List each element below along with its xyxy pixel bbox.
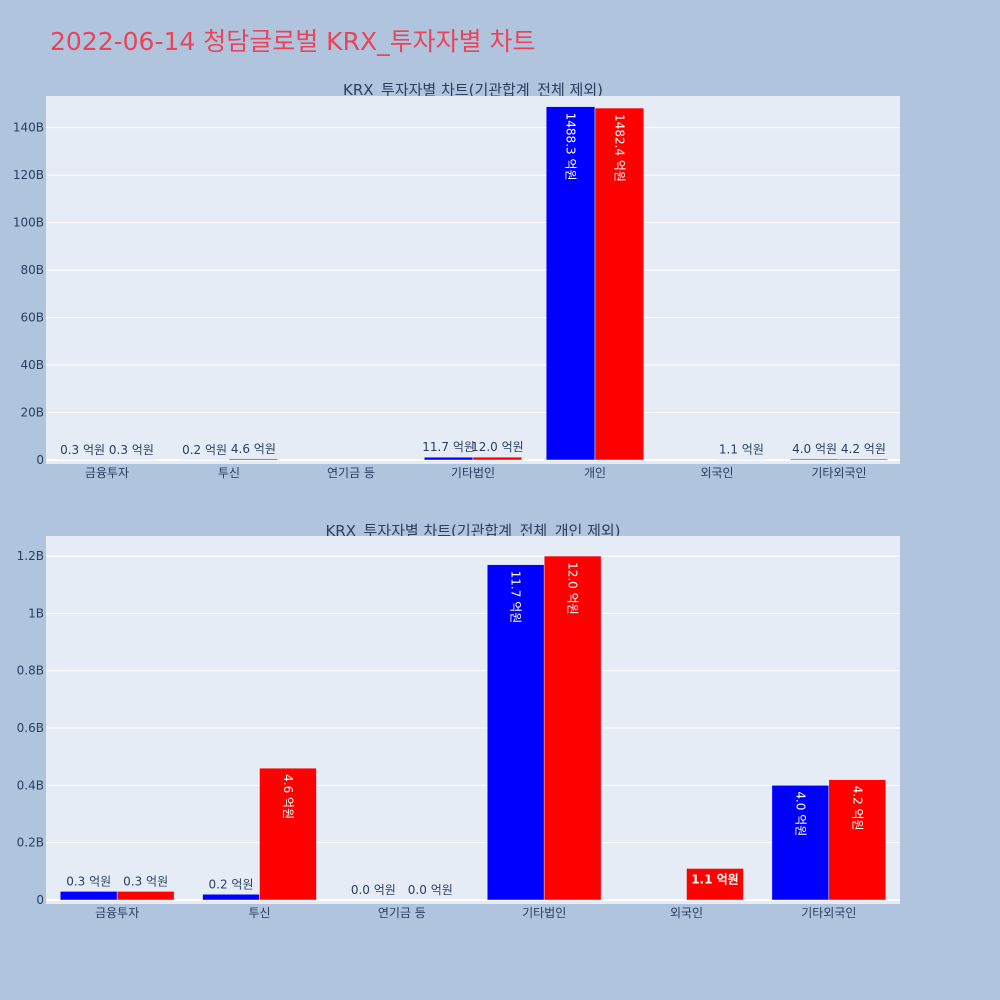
chart-1-bar [472,456,523,461]
chart-1-data-label: 11.7 억원 [422,440,475,454]
chart-1-y-tick-label: 60B [20,311,44,325]
chart-2-data-label: 0.0 억원 [408,883,453,897]
chart-1-x-tick-label: 개인 [584,466,606,480]
chart-2-bar [543,555,602,901]
chart-1-data-label: 1.1 억원 [719,443,764,457]
chart-1-data-label: 1488.3 억원 [564,113,578,181]
chart-1-data-label: 0.3 억원 [109,443,154,457]
chart-2-data-label: 0.3 억원 [66,874,111,888]
chart-2-x-tick-label: 외국인 [670,906,703,920]
chart-2-bar [828,779,887,901]
chart-1-data-label: 12.0 억원 [471,440,524,454]
chart-2-data-label: 4.0 억원 [793,791,807,836]
chart-1-bar [789,458,840,461]
chart-2-data-label: 12.0 억원 [566,562,580,615]
chart-2-y-tick-label: 1B [28,606,44,620]
chart-1-bar [545,106,596,461]
chart-1-title: KRX_투자자별 차트(기관합계_전체 제외) [343,81,603,99]
chart-1-bar [423,456,474,461]
chart-2-x-tick-label: 투신 [248,906,270,920]
chart-1-y-tick-label: 20B [20,406,44,420]
chart-2-data-label: 0.2 억원 [209,877,254,891]
chart-2-bar [771,785,830,901]
chart-2-data-label: 0.3 억원 [123,874,168,888]
chart-1-x-tick-label: 기타법인 [451,466,495,480]
chart-1-bar [228,458,279,461]
chart-2-bar [59,891,118,901]
chart-1-data-label: 4.6 억원 [231,442,276,456]
chart-2-y-tick-label: 0.2B [17,836,44,850]
chart-2-x-tick-label: 기타외국인 [801,906,856,920]
chart-1-y-tick-label: 140B [13,121,44,135]
chart-2-bar [686,868,744,901]
chart-1-y-tick-label: 120B [13,168,44,182]
chart-2-y-tick-label: 0.8B [17,664,44,678]
chart-2-data-label: 11.7 억원 [509,571,523,624]
page-title: 2022-06-14 청담글로벌 KRX_투자자별 차트 [50,27,536,56]
chart-2-x-tick-label: 금융투자 [95,906,139,920]
chart-1-data-label: 1482.4 억원 [612,114,626,182]
chart-2-y-tick-label: 0.6B [17,721,44,735]
chart-1-data-label: 4.2 억원 [841,442,886,456]
chart-1-x-tick-label: 기타외국인 [811,466,866,480]
chart-1-y-tick-label: 40B [20,358,44,372]
chart-1-plot-area [46,96,900,464]
chart-1-bar [594,107,645,461]
chart-1-x-tick-label: 금융투자 [85,466,129,480]
chart-1-data-label: 4.0 억원 [792,442,837,456]
chart-1-x-tick-label: 외국인 [700,466,733,480]
chart-2-bar [259,767,317,901]
chart-2-data-label: 4.6 억원 [281,774,295,819]
chart-1-data-label: 0.3 억원 [60,443,105,457]
chart-1-y-tick-label: 0 [36,453,44,467]
chart-2-title: KRX_투자자별 차트(기관합계_전체_개인 제외) [325,522,621,540]
chart-1-bar [838,458,889,461]
chart-2-data-label: 4.2 억원 [850,786,864,831]
chart-1-x-tick-label: 연기금 등 [327,466,375,480]
chart-2-y-tick-label: 1.2B [17,549,44,563]
chart-1-y-tick-label: 100B [13,216,44,230]
chart-2-data-label: 0.0 억원 [351,883,396,897]
chart-1-y-tick-label: 80B [20,263,44,277]
chart-1-x-tick-label: 투신 [218,466,240,480]
chart-2-bar [116,891,175,901]
chart-2-bar [202,894,260,901]
chart-2-bar [486,564,545,901]
chart-1-data-label: 0.2 억원 [182,443,227,457]
chart-2-x-tick-label: 기타법인 [522,906,566,920]
chart-2-y-tick-label: 0.4B [17,778,44,792]
chart-2-data-label: 1.1 억원 [691,872,739,886]
chart-2-x-tick-label: 연기금 등 [378,906,426,920]
chart-2-y-tick-label: 0 [36,893,44,907]
